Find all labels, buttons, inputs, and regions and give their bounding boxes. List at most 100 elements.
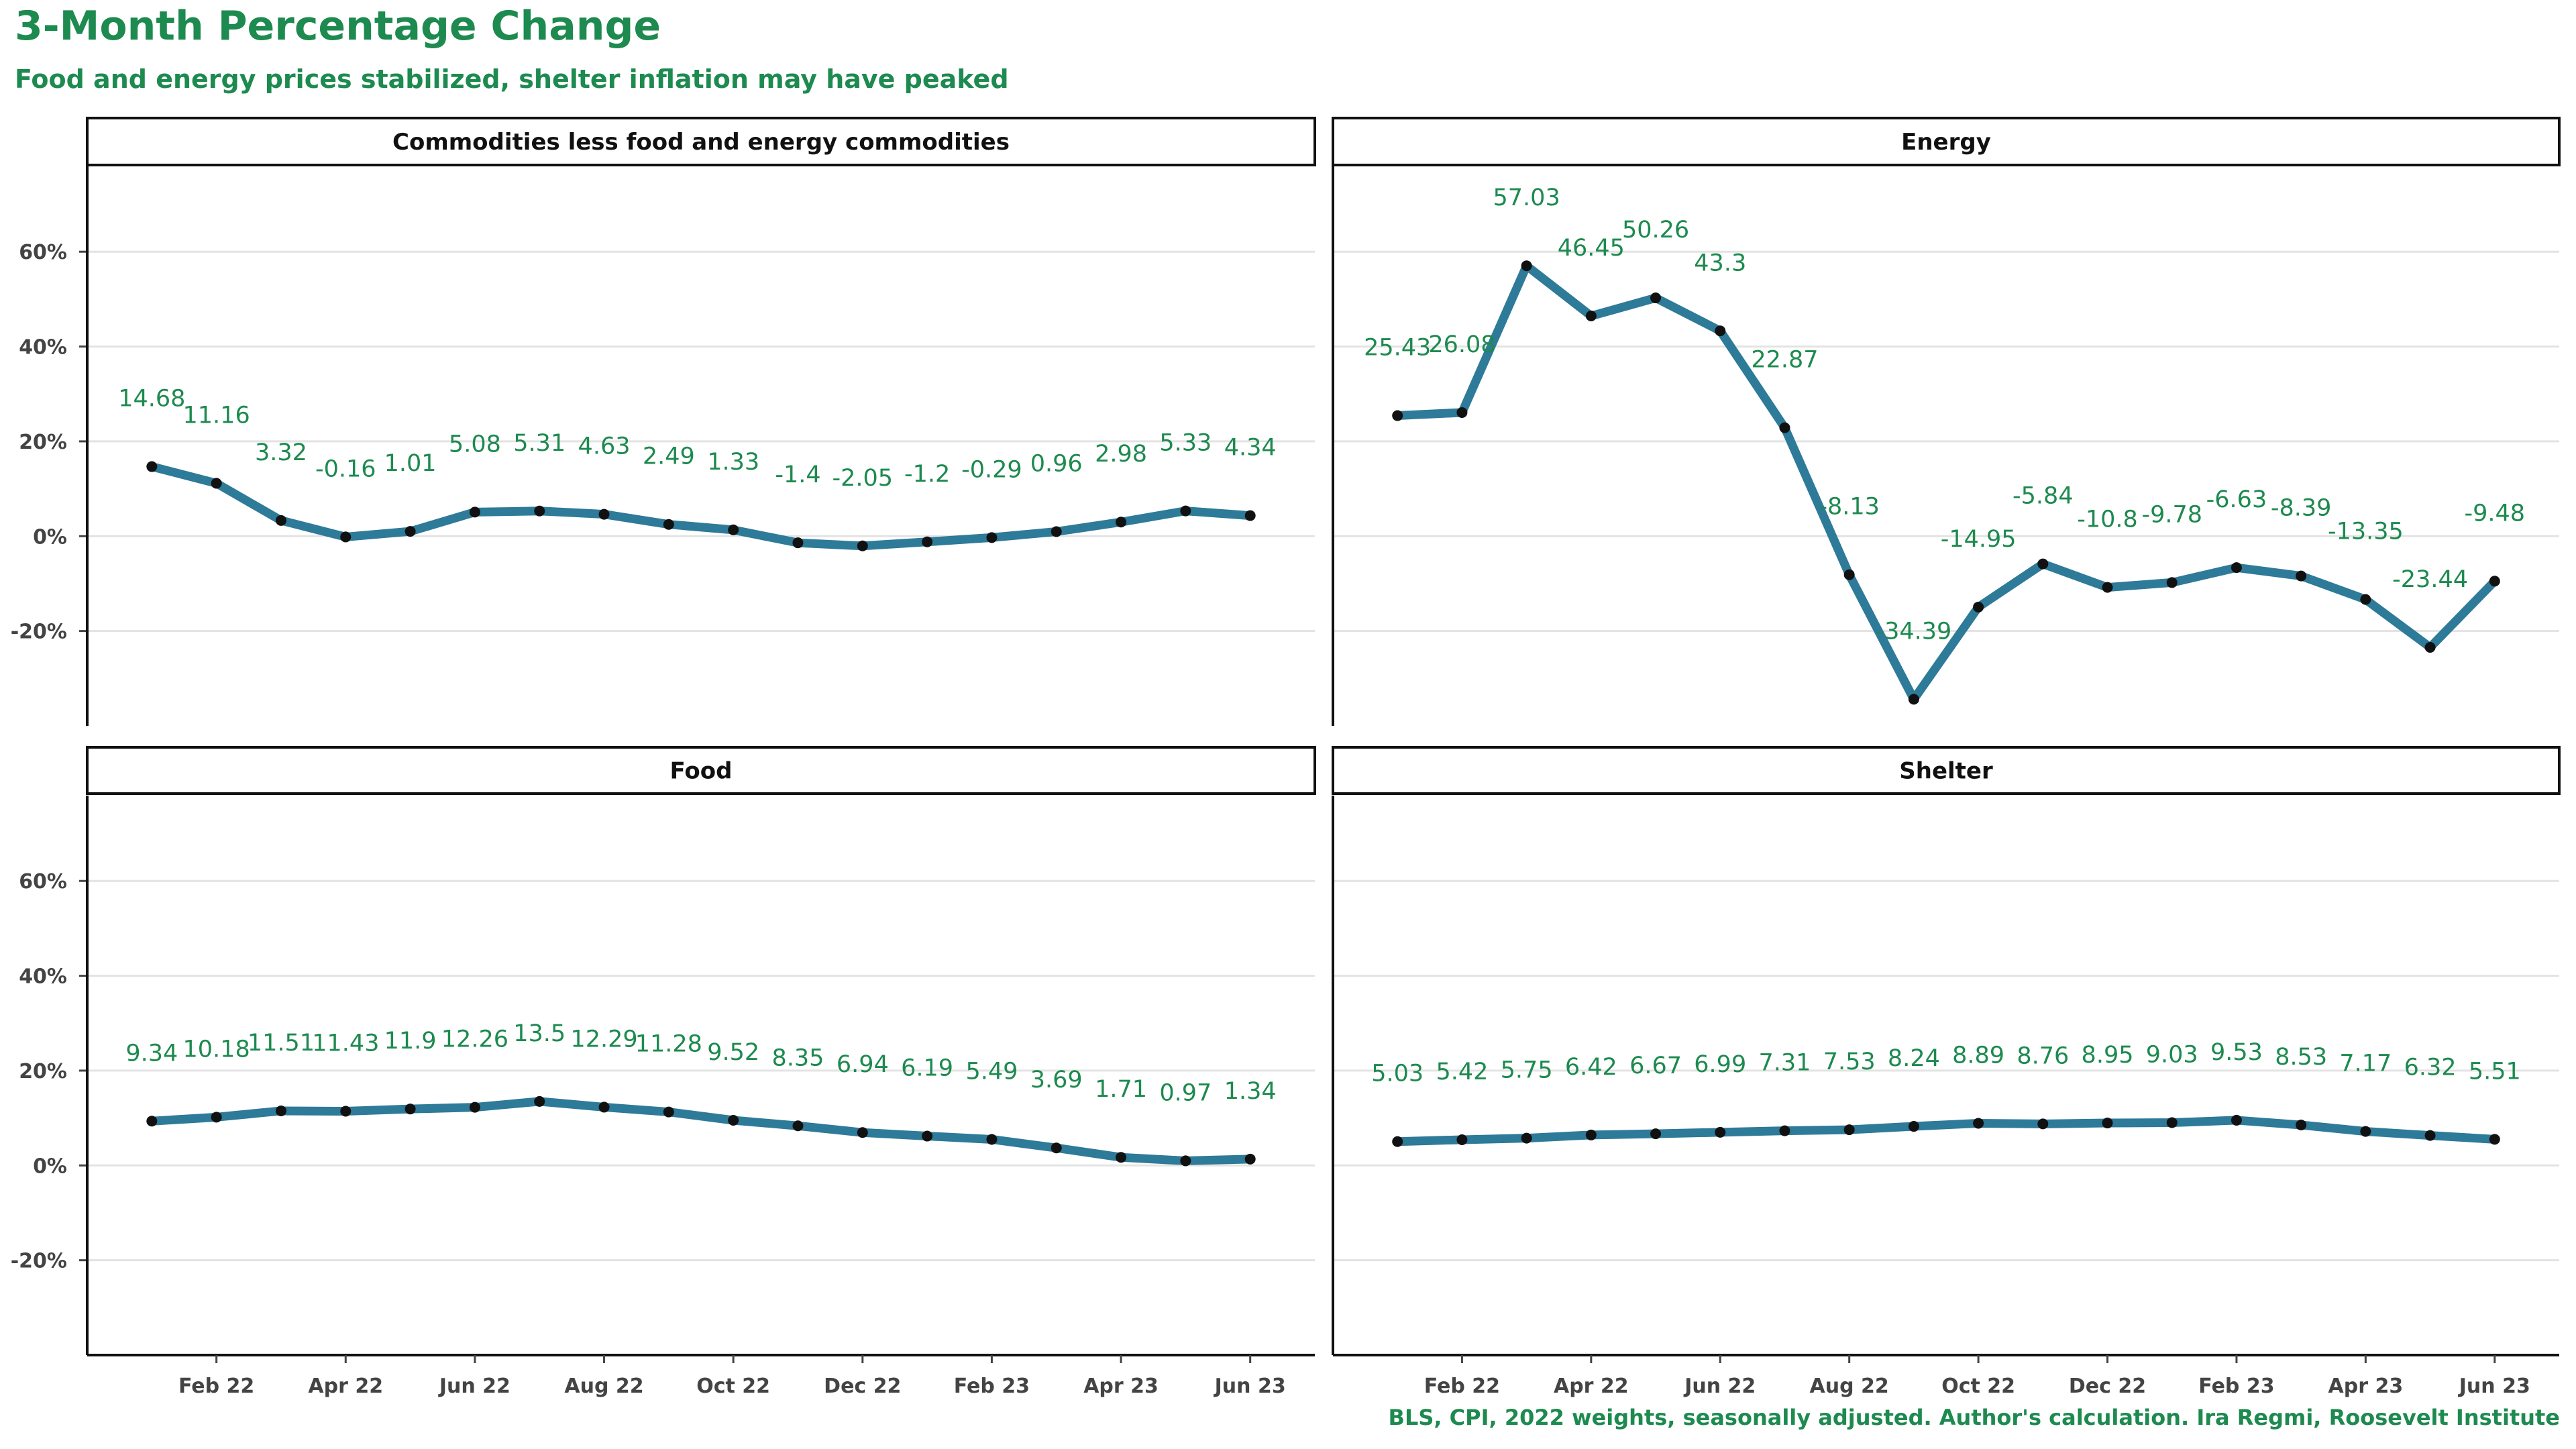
data-point — [1180, 505, 1191, 517]
data-point — [1456, 407, 1468, 418]
data-label: 3.69 — [1030, 1067, 1083, 1093]
x-tick-label: Feb 22 — [1424, 1375, 1500, 1398]
data-label: 12.26 — [441, 1026, 508, 1053]
data-point — [598, 1102, 610, 1113]
data-point — [1244, 1153, 1256, 1165]
data-label: -0.16 — [315, 455, 376, 482]
data-label: 9.34 — [125, 1040, 178, 1067]
data-point — [1843, 1124, 1855, 1136]
data-label: -14.95 — [1941, 526, 2017, 553]
data-label: 50.26 — [1622, 217, 1689, 244]
data-label: 9.52 — [707, 1039, 759, 1066]
data-label: 12.29 — [570, 1026, 637, 1053]
data-point — [1973, 1118, 1984, 1129]
data-label: 43.3 — [1694, 250, 1746, 276]
data-label: 1.34 — [1224, 1078, 1277, 1105]
data-point — [1456, 1134, 1468, 1145]
data-point — [1244, 510, 1256, 521]
data-label: 7.53 — [1823, 1049, 1876, 1075]
data-point — [857, 540, 868, 551]
series-line — [1393, 261, 2500, 704]
data-point — [534, 505, 545, 517]
data-label: 6.99 — [1694, 1051, 1746, 1078]
data-point — [1908, 1121, 1919, 1132]
data-point — [1715, 325, 1726, 337]
data-label: 3.32 — [255, 439, 307, 466]
data-label: 5.31 — [513, 430, 566, 457]
data-label: 46.45 — [1558, 235, 1625, 262]
data-label: 8.89 — [1952, 1042, 2004, 1069]
series-line — [147, 1097, 1255, 1165]
data-point — [1585, 1129, 1597, 1140]
data-label: -13.35 — [2328, 519, 2404, 545]
data-point — [1521, 1132, 1532, 1144]
data-point — [2102, 582, 2113, 593]
chart-title: 3-Month Percentage Change — [15, 3, 661, 50]
x-tick-label: Apr 23 — [1083, 1375, 1159, 1398]
x-tick-label: Apr 23 — [2328, 1375, 2404, 1398]
data-point — [2231, 562, 2242, 574]
data-point — [1650, 292, 1662, 304]
x-tick-label: Dec 22 — [824, 1375, 901, 1398]
data-label: 8.95 — [2082, 1042, 2134, 1069]
data-point — [2037, 1118, 2049, 1130]
data-point — [986, 1134, 998, 1145]
data-point — [1779, 422, 1790, 433]
data-label: 0.97 — [1159, 1079, 1212, 1106]
data-point — [663, 519, 674, 530]
y-tick-label: 20% — [19, 1060, 67, 1083]
data-label: 26.08 — [1428, 331, 1495, 358]
y-tick-label: 60% — [19, 241, 67, 264]
data-label: 5.75 — [1501, 1057, 1553, 1084]
y-tick-label: 0% — [33, 1155, 67, 1178]
facet-title: Food — [670, 758, 733, 785]
data-label: 9.53 — [2210, 1039, 2263, 1066]
data-point — [2102, 1118, 2113, 1129]
data-point — [2296, 570, 2307, 582]
data-label: 6.67 — [1629, 1053, 1682, 1079]
data-point — [2166, 1117, 2178, 1128]
data-label: 5.42 — [1436, 1059, 1488, 1085]
data-label: 1.71 — [1095, 1076, 1147, 1103]
data-label: 14.68 — [118, 386, 185, 413]
data-point — [1392, 410, 1403, 421]
y-tick-label: 40% — [19, 965, 67, 989]
data-label: -1.2 — [904, 461, 950, 488]
data-point — [1051, 526, 1062, 537]
data-point — [405, 526, 416, 537]
data-label: 6.94 — [837, 1051, 889, 1078]
data-point — [1779, 1125, 1790, 1136]
data-label: 1.33 — [707, 449, 759, 476]
y-tick-label: -20% — [11, 1250, 67, 1273]
data-point — [1116, 517, 1127, 528]
data-label: 8.76 — [2017, 1042, 2069, 1069]
data-point — [663, 1106, 674, 1118]
x-tick-label: Jun 22 — [438, 1375, 511, 1398]
facet-title: Commodities less food and energy commodi… — [392, 129, 1010, 156]
data-label: 5.33 — [1159, 430, 1212, 457]
x-tick-label: Dec 22 — [2069, 1375, 2146, 1398]
data-label: 13.5 — [513, 1020, 566, 1047]
x-tick-label: Aug 22 — [1810, 1375, 1889, 1398]
data-point — [405, 1104, 416, 1115]
data-label: 2.49 — [643, 443, 695, 470]
data-label: 9.03 — [2146, 1041, 2198, 1068]
data-point — [598, 508, 610, 520]
data-label: -34.39 — [1876, 618, 1951, 645]
data-label: 6.19 — [901, 1055, 953, 1082]
data-label: -8.39 — [2271, 495, 2332, 522]
data-point — [1180, 1155, 1191, 1167]
data-point — [1521, 260, 1532, 272]
data-point — [1973, 601, 1984, 612]
data-point — [1715, 1126, 1726, 1138]
data-point — [1843, 569, 1855, 580]
x-tick-label: Feb 23 — [2198, 1375, 2274, 1398]
data-label: -5.84 — [2012, 483, 2074, 510]
data-point — [2489, 1134, 2500, 1145]
data-point — [2166, 577, 2178, 588]
data-label: 0.96 — [1030, 451, 1083, 478]
data-label: 8.24 — [1888, 1045, 1940, 1072]
data-label: 25.43 — [1364, 335, 1431, 362]
data-point — [1650, 1128, 1662, 1140]
data-label: -1.4 — [775, 462, 820, 488]
